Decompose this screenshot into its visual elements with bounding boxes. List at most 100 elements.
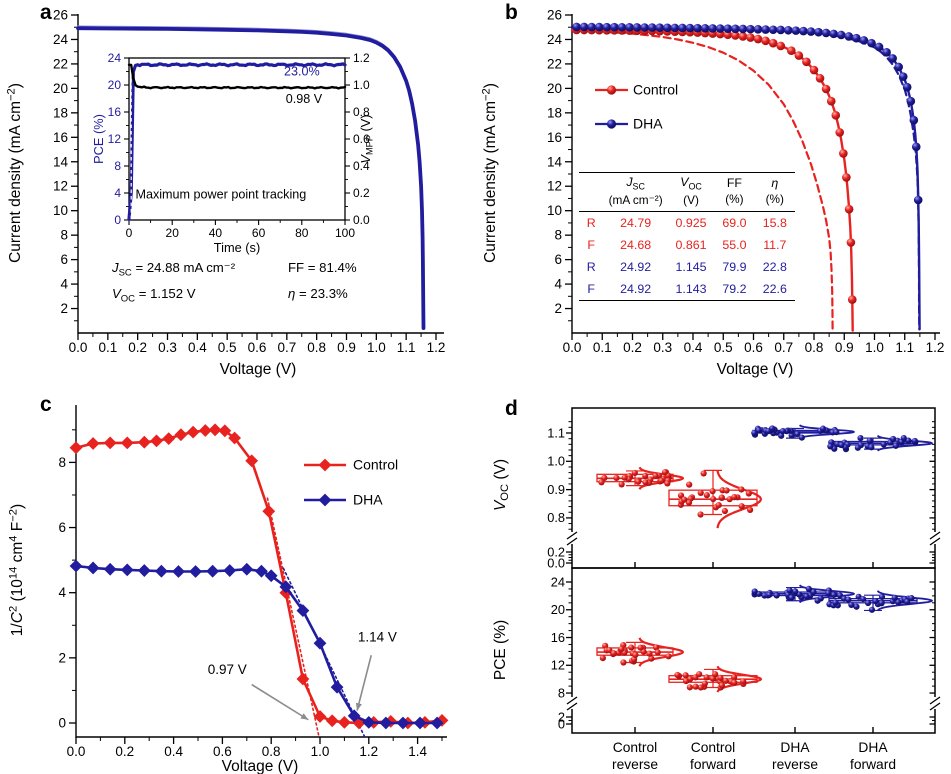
label: 0.2 [128, 340, 147, 355]
label: 24 [108, 51, 122, 65]
label: 0.0 [67, 744, 86, 759]
label: 0.6 [744, 340, 763, 355]
label: 26 [547, 8, 562, 23]
table-row: R 24.79 0.925 69.0 15.8 [586, 216, 787, 231]
label: 0.1 [593, 340, 612, 355]
label: 0.9 [337, 340, 356, 355]
label: 24 [547, 32, 563, 47]
b-axes [565, 14, 940, 340]
y-axis-title: Current density (mA cm−2) [6, 83, 24, 263]
label: 0.2 [115, 744, 134, 759]
x-axis-title: Voltage (V) [717, 361, 794, 378]
inset-right-axis-title: VMPP (V) [358, 114, 375, 163]
series-dha-reverse [570, 22, 923, 331]
label: 0.7 [277, 340, 296, 355]
panel-label-c: c [40, 393, 52, 416]
d-subplot-voc: 1.1 1.0 0.9 0.8 0.20.0 VOC (V) [492, 407, 941, 570]
group-dha-forward [827, 434, 933, 453]
group-control-forward [668, 665, 763, 693]
label: 14 [547, 154, 563, 169]
label: 0.9 [835, 340, 854, 355]
series-control-forward [570, 29, 834, 332]
label: 12 [547, 179, 562, 194]
d-subplot-pce: 24 20 16 12 8 20 PCE (%) [492, 567, 941, 734]
label: 0 [114, 213, 121, 227]
label: 8 [60, 228, 68, 243]
axis-breaks2 [929, 696, 941, 711]
label: 0.8 [307, 340, 326, 355]
label: 0.0 [547, 555, 565, 570]
label: 6 [58, 520, 66, 535]
y-tick-labels: 1.1 1.0 0.9 0.8 0.20.0 [547, 425, 565, 570]
c-legend: Control DHA [304, 457, 398, 508]
c-x-tick-labels: 0.0 0.2 0.4 0.6 0.8 1.0 1.2 1.4 [67, 744, 428, 759]
group-control-reverse [596, 637, 685, 667]
legend-item-dha: DHA [595, 116, 663, 132]
label: 22 [53, 56, 68, 71]
c-annotations: 0.97 V 1.14 V [208, 630, 397, 721]
label: 0.8 [262, 744, 281, 759]
category-control-reverse: Control [613, 740, 657, 755]
axis-breaks2 [929, 531, 941, 546]
label: 0 [58, 716, 66, 731]
a-x-axis-title: Voltage (V) [220, 361, 297, 378]
group-dha-forward [826, 590, 933, 613]
device-stats: JSC = 24.88 mA cm⁻² FF = 81.4% VOC = 1.1… [112, 260, 357, 304]
label: 1.2 [926, 340, 945, 355]
label: 0.5 [218, 340, 237, 355]
statistics-chart: 1.1 1.0 0.9 0.8 0.20.0 VOC (V) 24 20 16 12 8 20 PCE … [492, 407, 941, 772]
label: 0.6 [248, 340, 267, 355]
group-control-forward [668, 469, 763, 529]
label: 4 [60, 277, 68, 292]
label: 0.2 [623, 340, 642, 355]
label: 18 [53, 105, 68, 120]
a-y-axis-title: Current density (mA cm−2) [6, 83, 24, 263]
label: 20 [551, 602, 565, 617]
label: 60 [252, 226, 266, 240]
category-line2: forward [850, 757, 896, 772]
label: 18 [547, 105, 562, 120]
legend-item-control: Control [595, 82, 678, 98]
stat-jsc: JSC = 24.88 mA cm⁻² [112, 260, 236, 279]
label: 1.2 [427, 340, 446, 355]
label: 0.3 [158, 340, 177, 355]
a-series [76, 25, 426, 330]
label: 0.2 [353, 186, 370, 200]
label: 1.1 [397, 340, 416, 355]
label: 0.8 [353, 105, 370, 119]
label: 20 [166, 226, 180, 240]
label: 8 [554, 228, 562, 243]
a-x-tick-labels: 0.0 0.1 0.2 0.3 0.4 0.5 0.6 0.7 0.8 0.9 1.0 1.1 1.2 [69, 340, 446, 355]
label: 0.6 [353, 132, 370, 146]
y-axis-title: 1/C2 (1014 cm4 F−2) [8, 504, 26, 636]
stat-ff: FF = 81.4% [288, 260, 357, 275]
stat-eta: η = 23.3% [288, 285, 348, 301]
axis-breaks [566, 696, 578, 711]
category-line2: reverse [772, 757, 818, 772]
a-inset: 0 20 40 60 80 100 0 4 8 12 16 20 24 0.0 0.2 0.4 0.6 0.8 1.… [91, 51, 375, 255]
label: 8 [114, 159, 121, 173]
series-dha [69, 559, 444, 730]
y-axis-title: PCE (%) [492, 620, 509, 680]
label: 0.4 [353, 159, 370, 173]
label: 1.2 [359, 744, 378, 759]
category-line2: forward [690, 757, 736, 772]
label: 2 [58, 650, 66, 665]
a-inset-curves [127, 62, 347, 221]
label: 6 [60, 252, 68, 267]
label: 8 [58, 455, 66, 470]
annotation-0.97 V: 0.97 V [208, 662, 247, 677]
d-category-labels: Control reverse Control forward DHA reverse DH… [612, 740, 896, 772]
label: 20 [547, 81, 562, 96]
axis-breaks [566, 531, 578, 546]
a-inset-yr-title: VMPP (V) [358, 114, 375, 163]
label: 0.6 [213, 744, 232, 759]
jv-chart-champion: 0.0 0.1 0.2 0.3 0.4 0.5 0.6 0.7 0.8 0.9 1.0 1.1 1.2 2… [6, 8, 446, 379]
label: 1.2 [353, 51, 370, 65]
label: 1.1 [547, 425, 565, 440]
label: 26 [53, 8, 68, 23]
label: 2 [558, 709, 565, 724]
a-inset-tick-labels: 0 20 40 60 80 100 0 4 8 12 16 20 24 0.0 0.2 0.4 0.6 0.8 1.… [108, 51, 370, 240]
